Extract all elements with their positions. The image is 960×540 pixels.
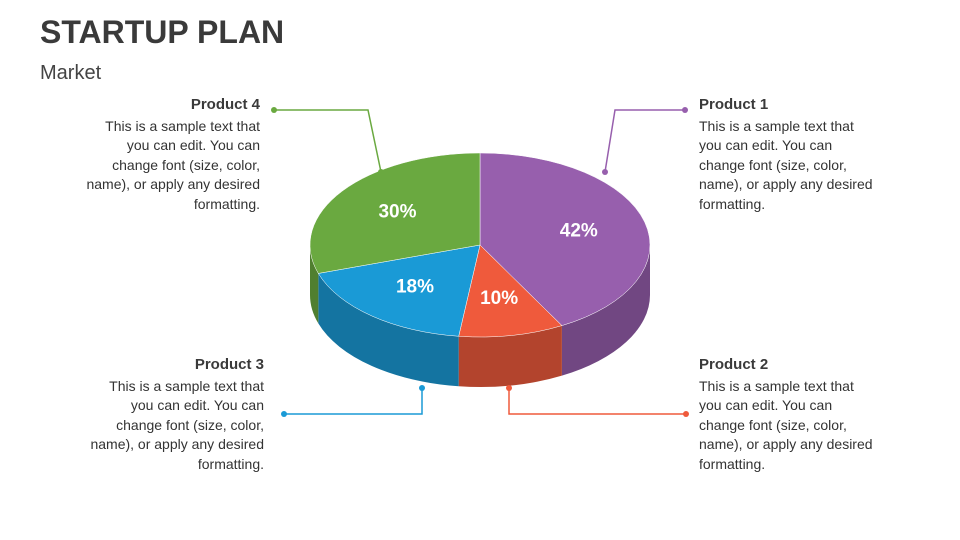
slice-side	[561, 245, 650, 376]
value-label: 10%	[480, 288, 518, 309]
leader-dot	[271, 107, 277, 113]
value-label: 42%	[560, 220, 598, 241]
value-label: 18%	[396, 277, 434, 298]
slice-side	[310, 245, 319, 324]
description: This is a sample text that you can edit.…	[90, 377, 264, 472]
description: This is a sample text that you can edit.…	[86, 117, 260, 212]
value-label: 30%	[378, 202, 416, 223]
leader-dot	[506, 385, 512, 391]
subtitle: Market	[40, 62, 102, 84]
leader-dot	[378, 169, 384, 175]
text-block: Product 3 This is a sample text that you …	[89, 355, 264, 474]
leader-dot	[683, 411, 689, 417]
text-block: Product 1 This is a sample text that you …	[699, 95, 874, 214]
title: STARTUP PLAN	[40, 14, 285, 50]
leader-dot	[419, 385, 425, 391]
leader-dot	[281, 411, 287, 417]
text-block: Product 4 This is a sample text that you …	[85, 95, 260, 214]
slice	[309, 152, 481, 274]
legend-label: Product 4	[190, 96, 260, 113]
leader-line	[604, 109, 685, 173]
leader-line	[274, 109, 382, 173]
leader-line	[508, 388, 686, 415]
description: This is a sample text that you can edit.…	[699, 117, 873, 212]
legend-label: Product 3	[194, 356, 264, 373]
leader-dot	[682, 107, 688, 113]
slice	[479, 152, 651, 326]
legend-label: Product 2	[699, 356, 769, 373]
leader-dot	[602, 169, 608, 175]
slice-side	[458, 325, 562, 388]
description: This is a sample text that you can edit.…	[699, 377, 873, 472]
slice	[317, 244, 481, 337]
slice-side	[318, 273, 459, 387]
leader-line	[284, 388, 423, 415]
text-block: Product 2 This is a sample text that you …	[699, 355, 874, 474]
legend-label: Product 1	[699, 96, 769, 113]
slice	[458, 244, 563, 338]
